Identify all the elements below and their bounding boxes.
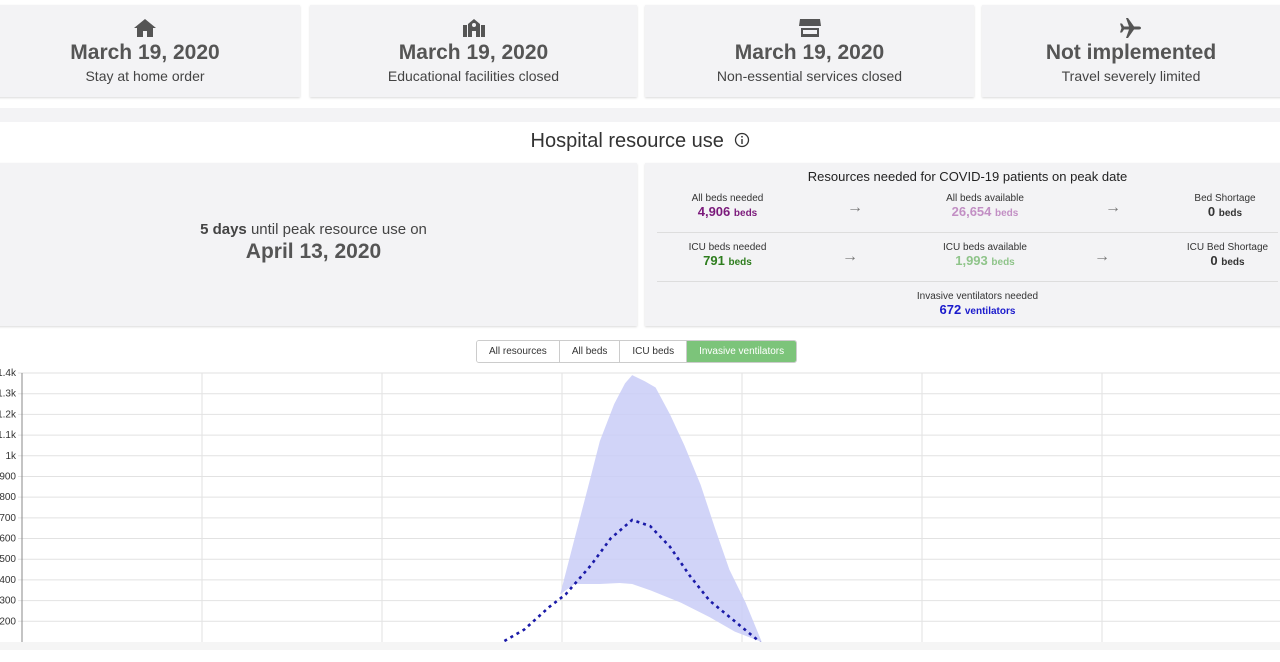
value: 0 [1207,204,1216,219]
y-tick-label: 800 [0,492,16,503]
mean-line [503,518,761,644]
label: All beds needed [691,193,764,204]
icu-beds-needed: ICU beds needed 791 beds [675,242,780,268]
value: 672 [939,302,962,317]
resources-title: Resources needed for COVID-19 patients o… [807,169,1128,184]
tab-all-resources[interactable]: All resources [477,341,560,362]
policy-label: Non-essential services closed [716,68,903,84]
y-tick-label: 600 [0,534,16,545]
unit: beds [1221,257,1245,268]
tab-invasive-ventilators[interactable]: Invasive ventilators [687,341,797,362]
arrow-icon: → [1094,248,1110,265]
unit: ventilators [964,306,1016,317]
unit: beds [995,208,1019,219]
policy-card-services: March 19, 2020 Non-essential services cl… [645,5,974,97]
policy-date: Not implemented [1045,41,1217,64]
y-tick-label: 1.4k [0,368,17,379]
y-tick-label: 200 [0,616,16,627]
y-tick-label: 400 [0,575,16,586]
arrow-icon: → [842,248,858,265]
airplane-icon [1120,18,1141,38]
label: All beds available [946,193,1024,204]
value: 791 [703,253,725,268]
y-tick-label: 300 [0,596,16,607]
chart-bottom-fade [0,642,1280,650]
y-tick-label: 1.2k [0,409,17,420]
all-beds-needed: All beds needed 4,906 beds [675,193,780,219]
unit: beds [728,257,752,268]
row-divider [657,232,1278,233]
value: 0 [1210,253,1218,268]
y-tick-label: 1k [5,451,17,462]
info-icon[interactable] [734,132,750,148]
icu-beds-available: ICU beds available 1,993 beds [925,242,1045,268]
unit: beds [1218,208,1243,219]
policy-date: March 19, 2020 [734,41,885,64]
policy-label: Educational facilities closed [387,68,560,84]
value: 4,906 [697,204,731,219]
label: ICU Bed Shortage [1186,242,1269,253]
policy-card-travel: Not implemented Travel severely limited [982,5,1280,97]
label: Bed Shortage [1194,193,1256,204]
policy-card-education: March 19, 2020 Educational facilities cl… [310,5,637,97]
section-title-text: Hospital resource use [530,130,724,152]
label: ICU beds available [943,242,1027,253]
tab-icu-beds[interactable]: ICU beds [620,341,688,362]
y-tick-label: 1.1k [0,430,17,441]
home-icon [134,19,156,37]
peak-date: April 13, 2020 [245,240,382,263]
peak-countdown: 5 days until peak resource use on [0,221,637,238]
y-tick-label: 700 [0,513,16,524]
y-tick-label: 500 [0,554,16,565]
icu-bed-shortage: ICU Bed Shortage 0 beds [1175,242,1280,268]
policy-date: March 19, 2020 [70,41,220,64]
policy-label: Stay at home order [85,68,205,84]
peak-panel: 5 days until peak resource use on April … [0,163,637,326]
school-icon [462,19,485,37]
y-tick-label: 900 [0,471,16,482]
policy-date: March 19, 2020 [398,41,549,64]
arrow-icon: → [847,199,863,216]
unit: beds [991,257,1015,268]
all-beds-available: All beds available 26,654 beds [925,193,1045,219]
label: Invasive ventilators needed [916,291,1039,302]
policy-label: Travel severely limited [1061,68,1201,84]
peak-days: 5 days [200,221,247,238]
policy-card-stay-home: March 19, 2020 Stay at home order [0,5,300,97]
arrow-icon: → [1105,199,1121,216]
section-title: Hospital resource use [0,130,1280,153]
ventilators-needed: Invasive ventilators needed 672 ventilato… [895,291,1060,317]
label: ICU beds needed [688,242,767,253]
value: 1,993 [955,253,988,268]
peak-text: until peak resource use on [250,221,427,238]
resource-tabs: All resources All beds ICU beds Invasive… [476,340,798,363]
bed-shortage: Bed Shortage 0 beds [1180,193,1270,219]
resources-panel: Resources needed for COVID-19 patients o… [645,163,1280,326]
y-tick-label: 1.3k [0,389,17,400]
value: 26,654 [951,204,992,219]
store-icon [798,19,821,37]
unit: beds [733,208,758,219]
confidence-band [560,375,762,642]
tab-all-beds[interactable]: All beds [559,341,621,362]
section-divider [0,108,1280,122]
row-divider [657,281,1278,282]
ventilator-chart: 1.4k 1.3k 1.2k 1.1k 1k 900 800 700 600 500 400 300 2… [0,368,1280,650]
